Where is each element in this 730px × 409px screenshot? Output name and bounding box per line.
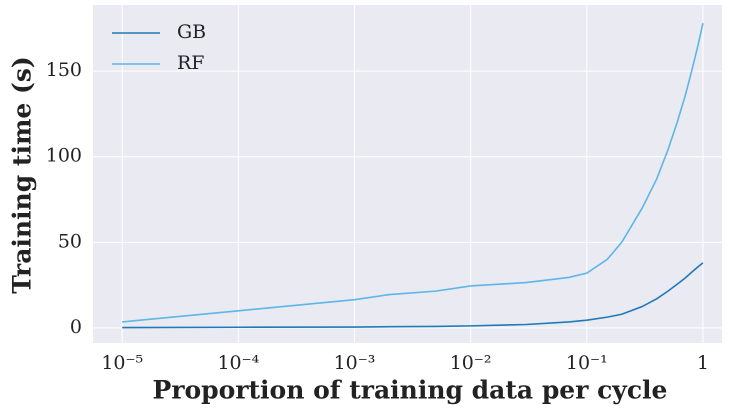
x-tick-label: 10⁻⁵ <box>101 352 143 374</box>
x-axis-label: Proportion of training data per cycle <box>153 376 668 405</box>
line-series <box>122 262 704 329</box>
y-tick-label: 0 <box>70 316 82 338</box>
x-tick-label: 10⁻² <box>450 352 492 374</box>
x-tick-label: 10⁻¹ <box>566 352 608 374</box>
legend-label: RF <box>177 52 205 74</box>
line-series <box>122 22 704 323</box>
legend-label: GB <box>177 21 206 43</box>
y-tick-label: 100 <box>46 145 82 167</box>
plot-area <box>93 5 722 343</box>
x-tick-label: 10⁻⁴ <box>217 352 259 374</box>
y-tick-label: 150 <box>46 59 82 81</box>
y-tick-label: 50 <box>58 230 82 252</box>
x-tick-label: 1 <box>697 352 709 374</box>
y-axis-label: Training time (s) <box>8 56 37 294</box>
x-tick-label: 10⁻³ <box>334 352 376 374</box>
